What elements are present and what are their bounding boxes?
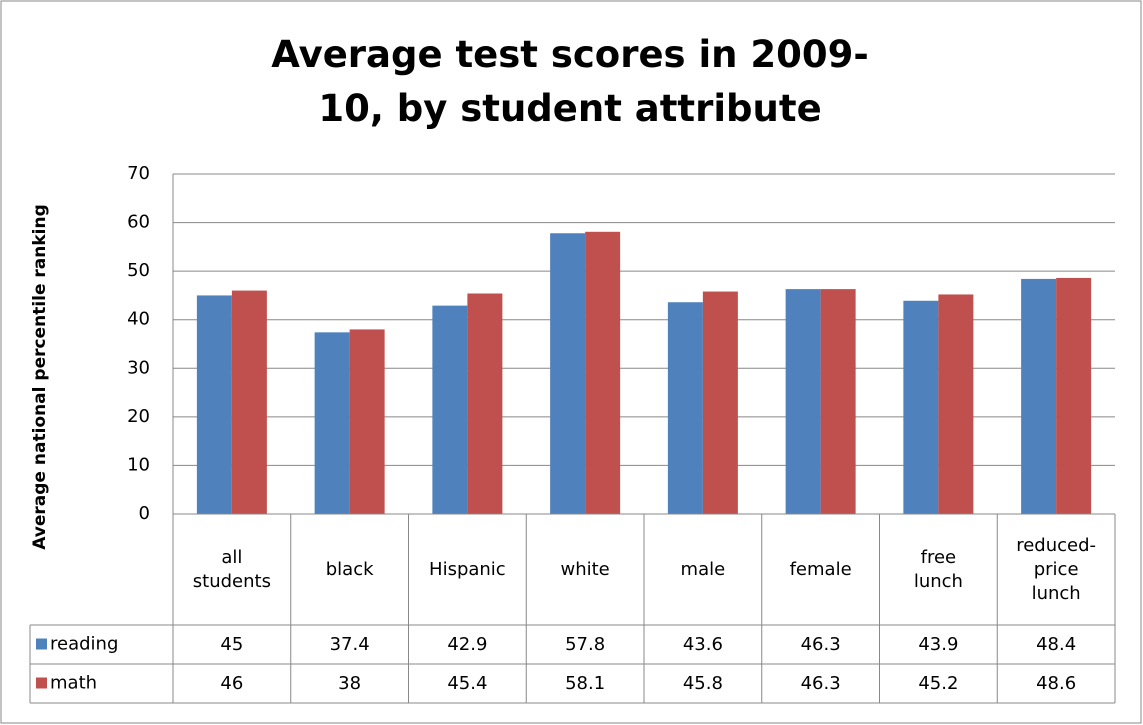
data-table-value: 45.2 — [918, 672, 959, 694]
x-tick-label: black — [325, 558, 374, 580]
data-table-value: 38 — [338, 672, 362, 694]
bar — [785, 289, 821, 514]
x-tick-label-cell: Hispanic — [409, 514, 527, 625]
x-tick-label: reduced-price lunch — [1016, 534, 1097, 604]
x-tick-label-cell: white — [526, 514, 644, 625]
bar — [550, 233, 586, 514]
x-tick-label-cell: male — [644, 514, 762, 625]
data-table-value-cell: 48.4 — [997, 625, 1115, 664]
data-table-value: 43.6 — [682, 633, 723, 655]
data-table-value-cell: 45.4 — [409, 664, 527, 703]
data-table-value: 46 — [220, 672, 244, 694]
data-table-value-cell: 45 — [173, 625, 291, 664]
x-tick-label: Hispanic — [429, 558, 506, 580]
legend-label: math — [50, 673, 97, 694]
x-tick-label: male — [680, 558, 726, 580]
data-table-value: 37.4 — [329, 633, 370, 655]
y-tick-label: 60 — [127, 212, 150, 233]
x-tick-label-cell: reduced-price lunch — [997, 514, 1115, 625]
data-table-value: 58.1 — [565, 672, 606, 694]
data-table-value: 42.9 — [447, 633, 488, 655]
bar — [349, 329, 385, 514]
y-axis-label: Average national percentile ranking — [30, 204, 50, 550]
data-table-value: 46.3 — [800, 672, 841, 694]
data-table-value-cell: 43.9 — [880, 625, 998, 664]
legend-label: reading — [50, 634, 118, 655]
y-tick-label: 40 — [127, 309, 150, 330]
data-table-value-cell: 46 — [173, 664, 291, 703]
data-table-value-cell: 45.2 — [880, 664, 998, 703]
bar — [1056, 277, 1092, 514]
data-table-value-cell: 38 — [291, 664, 409, 703]
data-table-value-cell: 57.8 — [526, 625, 644, 664]
data-table-value: 48.6 — [1036, 672, 1077, 694]
y-tick-label: 50 — [127, 260, 150, 281]
bar — [820, 289, 856, 514]
y-tick-label: 10 — [127, 454, 150, 475]
data-table-value: 48.4 — [1036, 633, 1077, 655]
data-table-value: 45.8 — [682, 672, 723, 694]
data-table-value-cell: 37.4 — [291, 625, 409, 664]
bar — [231, 290, 267, 514]
y-tick-label: 70 — [127, 163, 150, 184]
bar — [467, 293, 503, 514]
data-table-value: 45 — [220, 633, 244, 655]
data-table-value: 43.9 — [918, 633, 959, 655]
x-tick-label: female — [789, 558, 852, 580]
x-tick-label: white — [560, 558, 610, 580]
x-tick-label-cell: black — [291, 514, 409, 625]
x-tick-label-cell: free lunch — [880, 514, 998, 625]
bar — [667, 302, 703, 514]
data-table-value-cell: 42.9 — [409, 625, 527, 664]
x-tick-label: free lunch — [913, 546, 963, 592]
data-table-value-cell: 58.1 — [526, 664, 644, 703]
bar — [585, 231, 621, 515]
data-table-value-cell: 46.3 — [762, 625, 880, 664]
data-table-value: 57.8 — [565, 633, 606, 655]
data-table-value-cell: 46.3 — [762, 664, 880, 703]
bar — [903, 300, 939, 514]
bar — [1021, 278, 1057, 514]
y-tick-label: 30 — [127, 357, 150, 378]
x-tick-label-cell: all students — [173, 514, 291, 625]
bar — [314, 332, 350, 514]
legend-swatch — [36, 638, 47, 650]
x-tick-label: all students — [192, 546, 271, 592]
bar — [196, 295, 232, 514]
bar — [432, 305, 468, 514]
data-table-value-cell: 43.6 — [644, 625, 762, 664]
data-table-value-cell: 48.6 — [997, 664, 1115, 703]
data-table-value: 45.4 — [447, 672, 488, 694]
data-table-value-cell: 45.8 — [644, 664, 762, 703]
y-tick-label: 20 — [127, 406, 150, 427]
bar — [702, 291, 738, 514]
legend-swatch — [36, 677, 47, 689]
y-tick-label: 0 — [139, 503, 150, 524]
bar — [938, 294, 974, 514]
chart-title: Average test scores in 2009-10, by stude… — [271, 33, 869, 130]
data-table-value: 46.3 — [800, 633, 841, 655]
x-tick-label-cell: female — [762, 514, 880, 625]
